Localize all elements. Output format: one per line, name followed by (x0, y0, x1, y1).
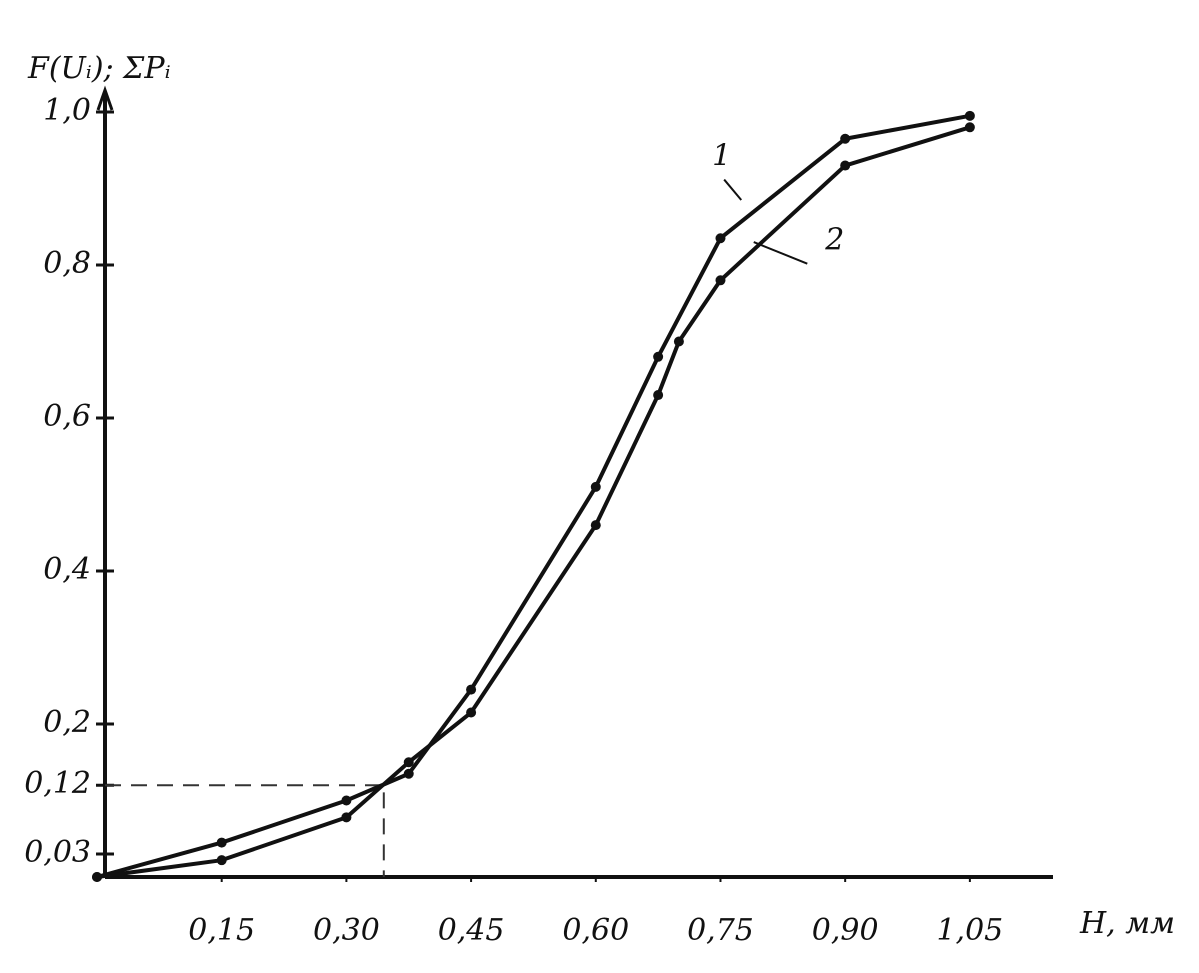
x-tick-label: 0,45 (438, 913, 505, 948)
data-point (840, 160, 851, 171)
series-label-leader (753, 241, 808, 265)
data-point (216, 837, 227, 848)
x-tick-label: 1,05 (936, 913, 1003, 948)
x-tick-label: 0,30 (313, 913, 380, 948)
y-tick-label: 0,4 (43, 552, 91, 587)
data-point (715, 233, 726, 244)
data-point (590, 481, 601, 492)
data-point (92, 872, 102, 882)
y-tick-label: 1,0 (43, 93, 91, 128)
y-axis-label: F(Uᵢ); ΣPᵢ (27, 51, 171, 86)
series-label: 2 (824, 223, 844, 258)
series-label-leader (723, 178, 743, 201)
data-point (590, 520, 601, 531)
data-point (341, 795, 352, 806)
y-tick-label: 0,8 (43, 246, 91, 281)
data-point (466, 684, 477, 695)
data-point (653, 351, 664, 362)
y-tick-label: 0,6 (43, 399, 91, 434)
data-point (715, 275, 726, 286)
reference-line (105, 784, 385, 877)
data-point (840, 133, 851, 144)
data-point (964, 122, 975, 133)
x-tick-label: 0,75 (687, 913, 754, 948)
series-label: 1 (712, 139, 731, 174)
data-point (341, 812, 352, 823)
y-tick-label: 0,2 (43, 705, 91, 740)
x-tick-label: 0,60 (562, 913, 629, 948)
y-tick-label: 0,03 (24, 835, 91, 870)
y-axis-arrow (96, 85, 114, 111)
series-line (96, 113, 971, 879)
data-point (403, 768, 414, 779)
data-point (653, 390, 664, 401)
data-point (216, 855, 227, 866)
data-point (673, 336, 684, 347)
y-tick-label: 0,12 (24, 766, 91, 801)
x-tick-label: 0,90 (812, 913, 879, 948)
data-point (403, 757, 414, 768)
x-tick-label: 0,15 (188, 913, 255, 948)
x-axis-label: H, мм (1079, 906, 1175, 941)
data-point (466, 707, 477, 718)
data-point (964, 110, 975, 121)
